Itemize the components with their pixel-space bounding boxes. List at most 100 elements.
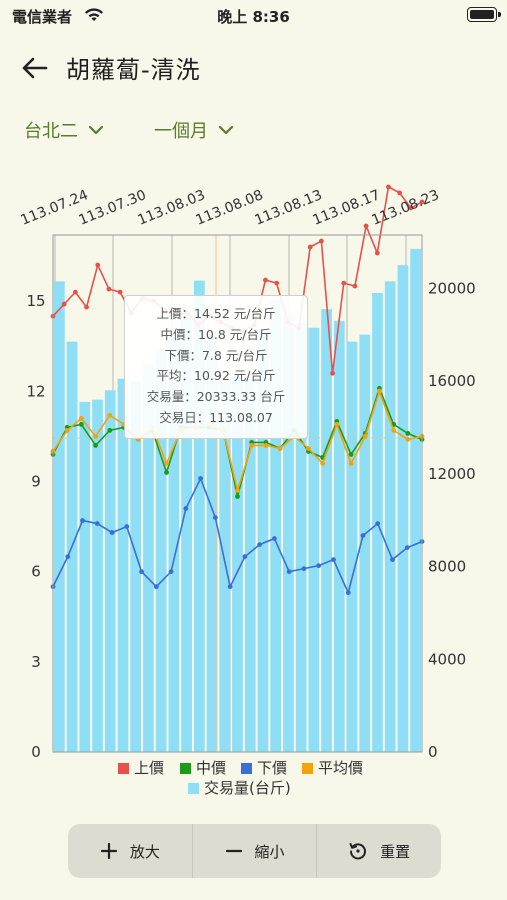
y-left-tick-label: 12 <box>26 382 45 400</box>
data-point-low <box>109 530 115 535</box>
y-left-tick-label: 9 <box>31 472 41 490</box>
volume-bar <box>321 309 332 752</box>
reset-button[interactable]: 重置 <box>317 824 441 878</box>
data-point-low <box>139 569 144 575</box>
data-point-high <box>307 244 313 250</box>
clock: 晚上 8:36 <box>217 8 290 26</box>
zoom-in-button[interactable]: 放大 <box>68 824 193 878</box>
data-point-mid <box>235 494 240 499</box>
volume-bar <box>155 350 167 752</box>
chevron-down-icon <box>88 125 104 135</box>
volume-bar <box>346 341 358 752</box>
data-point-high <box>386 184 391 190</box>
data-point-high <box>352 283 358 289</box>
data-point-high <box>61 301 67 307</box>
price-chart-svg[interactable]: 03691215040008000120001600020000113.07.2… <box>0 160 507 810</box>
data-point-high <box>363 223 369 229</box>
data-point-low <box>183 506 189 511</box>
data-point-low <box>316 563 322 569</box>
data-point-avg <box>334 421 340 427</box>
data-point-high <box>374 250 380 256</box>
data-point-high <box>106 286 112 292</box>
data-point-mid <box>93 443 98 448</box>
data-point-avg <box>107 412 113 418</box>
data-point-low <box>360 533 366 538</box>
data-point-low <box>168 569 174 575</box>
volume-bar <box>193 280 205 752</box>
legend-label-high: 上價 <box>134 759 164 777</box>
data-point-low <box>345 590 351 596</box>
data-point-high <box>318 238 324 244</box>
data-point-low <box>331 557 336 563</box>
data-point-avg <box>249 443 255 448</box>
volume-bar <box>270 299 282 752</box>
tooltip-high: 上價：14.52 元/台斤 <box>156 306 276 321</box>
wifi-icon <box>85 8 103 21</box>
data-point-avg <box>391 427 397 433</box>
data-point-high <box>117 289 123 295</box>
data-point-low <box>404 545 410 551</box>
volume-bar <box>232 376 243 752</box>
data-point-low <box>153 584 159 590</box>
data-point-mid <box>405 430 411 436</box>
legend-swatch-avg <box>302 763 313 774</box>
volume-bar <box>244 378 256 752</box>
volume-bar <box>206 339 218 752</box>
data-point-low <box>212 515 218 520</box>
data-point-low <box>65 554 71 560</box>
tooltip-volume: 交易量：20333.33 台斤 <box>146 389 286 405</box>
data-point-avg <box>348 461 354 466</box>
zoom-out-button[interactable]: 縮小 <box>193 824 318 878</box>
data-point-low <box>80 518 85 523</box>
data-point-avg <box>78 415 84 421</box>
tooltip-date: 交易日：113.08.07 <box>159 409 273 425</box>
period-dropdown[interactable]: 一個月 <box>154 116 234 144</box>
volume-bar <box>117 378 129 752</box>
status-bar: 電信業者 晚上 8:36 <box>0 0 507 32</box>
data-point-low <box>124 524 130 529</box>
data-point-high <box>95 262 101 268</box>
period-dropdown-label: 一個月 <box>154 121 208 142</box>
battery-icon <box>467 7 501 22</box>
data-point-low <box>198 476 204 481</box>
price-chart[interactable]: 0 3 6 9 12 15 0 4000 8000 12000 16000 20000 113.07.2… <box>0 160 507 810</box>
arrow-left-icon[interactable] <box>18 54 50 82</box>
y-right-tick-label: 12000 <box>428 465 476 483</box>
volume-bar <box>384 281 396 752</box>
data-point-low <box>301 566 307 572</box>
app-bar: 胡蘿蔔-清洗 <box>0 42 507 94</box>
zoom-out-label: 縮小 <box>254 842 285 861</box>
data-point-avg <box>405 436 411 442</box>
data-point-high <box>274 280 280 286</box>
data-point-avg <box>377 388 382 394</box>
market-dropdown[interactable]: 台北二 <box>24 116 104 144</box>
zoom-controls: 放大 縮小 重置 <box>68 824 441 878</box>
reset-icon <box>349 843 367 860</box>
data-point-low <box>286 569 292 575</box>
volume-bar <box>308 327 320 752</box>
data-point-mid <box>78 421 84 427</box>
y-right-tick-label: 0 <box>428 743 438 761</box>
volume-bar <box>257 330 269 752</box>
volume-bar <box>295 323 307 752</box>
tooltip-avg: 平均：10.92 元/台斤 <box>156 368 276 384</box>
data-point-avg <box>277 446 283 451</box>
market-dropdown-label: 台北二 <box>24 121 78 142</box>
volume-bar <box>359 334 371 752</box>
carrier-label: 電信業者 <box>12 8 73 26</box>
y-left-tick-label: 3 <box>31 653 41 671</box>
y-left-tick-label: 6 <box>31 563 41 581</box>
data-point-low <box>272 536 277 541</box>
tooltip-low: 下價：7.8 元/台斤 <box>164 347 268 363</box>
data-point-low <box>375 521 381 526</box>
data-point-avg <box>164 461 169 466</box>
legend-label-volume: 交易量(台斤) <box>204 779 291 797</box>
data-point-avg <box>263 443 269 448</box>
volume-bar <box>104 390 116 752</box>
volume-bar <box>130 381 142 752</box>
plot-frame <box>52 234 423 753</box>
x-tick-label: 113.08.08 <box>194 187 266 229</box>
data-point-low <box>390 557 395 563</box>
page-title: 胡蘿蔔-清洗 <box>66 56 201 84</box>
x-tick-label: 113.08.17 <box>311 187 383 229</box>
